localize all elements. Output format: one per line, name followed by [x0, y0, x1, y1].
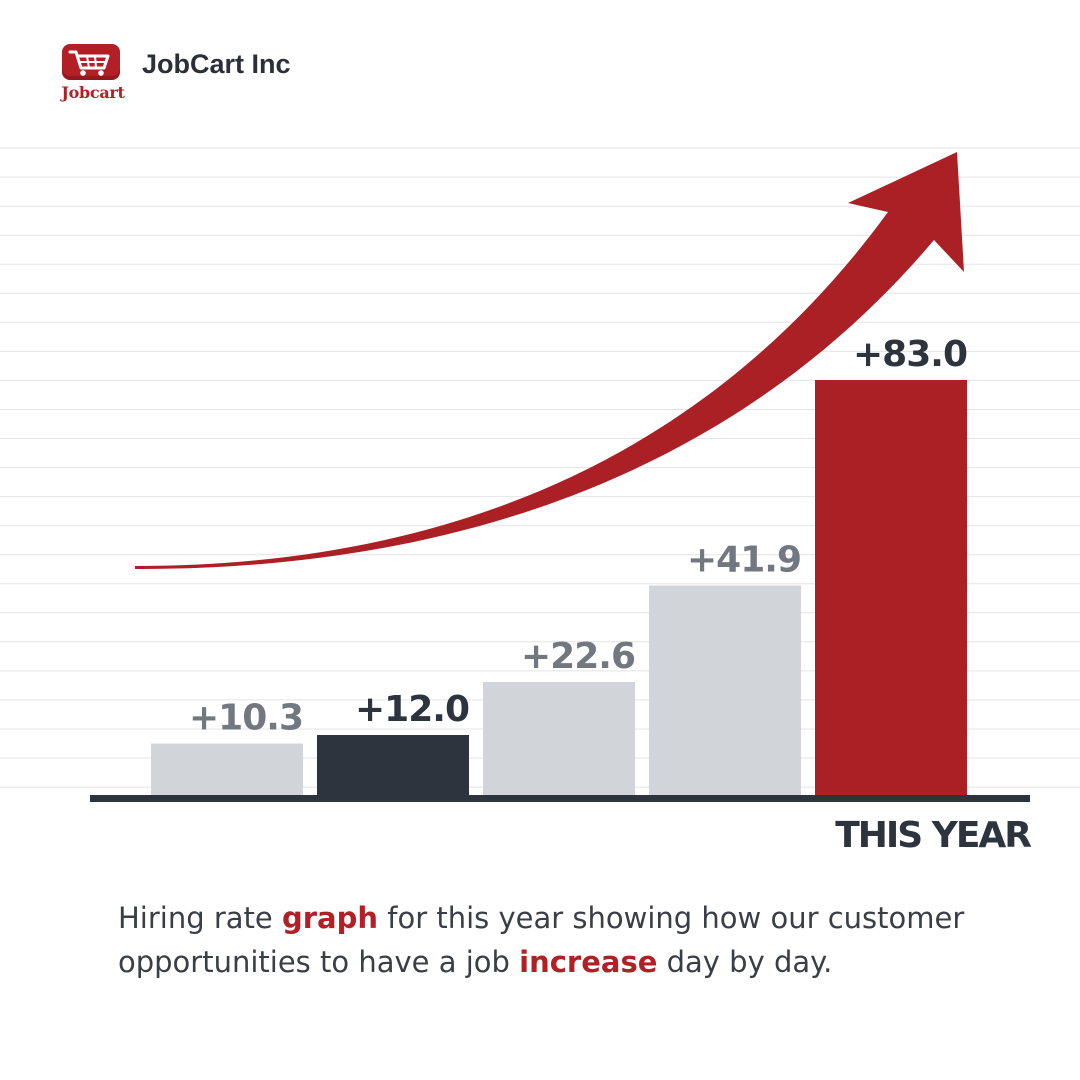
- header: Jobcart JobCart Inc: [61, 40, 291, 102]
- jobcart-logo: Jobcart: [61, 40, 128, 102]
- bar-value-label: +83.0: [853, 334, 967, 375]
- caption-highlight-increase: increase: [519, 945, 658, 979]
- caption-text: day by day.: [657, 945, 833, 979]
- bars: [151, 380, 967, 795]
- hiring-rate-chart: +10.3 +12.0 +22.6 +41.9 +83.0 THIS YEAR: [0, 147, 1080, 856]
- caption-highlight-graph: graph: [281, 901, 379, 935]
- bar: [815, 380, 967, 795]
- bar: [317, 735, 469, 795]
- upward-trend-arrow: [135, 152, 964, 570]
- caption-text: for this year showing how our customer o…: [118, 901, 965, 979]
- bar-value-label: +22.6: [521, 636, 635, 677]
- caption: Hiring rate graph for this year showing …: [118, 896, 1028, 984]
- bar: [151, 743, 303, 795]
- bar-value-label: +41.9: [687, 540, 801, 581]
- logo-text: Jobcart: [61, 83, 125, 102]
- x-axis-baseline: [90, 795, 1030, 802]
- shopping-cart-icon: [68, 50, 110, 76]
- bar: [483, 682, 635, 795]
- logo-badge: [62, 44, 120, 80]
- bar-value-label: +12.0: [355, 689, 469, 730]
- bar: [649, 585, 801, 795]
- x-axis-label: THIS YEAR: [835, 815, 1031, 856]
- caption-text: Hiring rate: [118, 901, 282, 935]
- bar-value-label: +10.3: [189, 698, 303, 739]
- data-labels: +10.3 +12.0 +22.6 +41.9 +83.0: [189, 334, 968, 739]
- brand-name: JobCart Inc: [142, 48, 291, 79]
